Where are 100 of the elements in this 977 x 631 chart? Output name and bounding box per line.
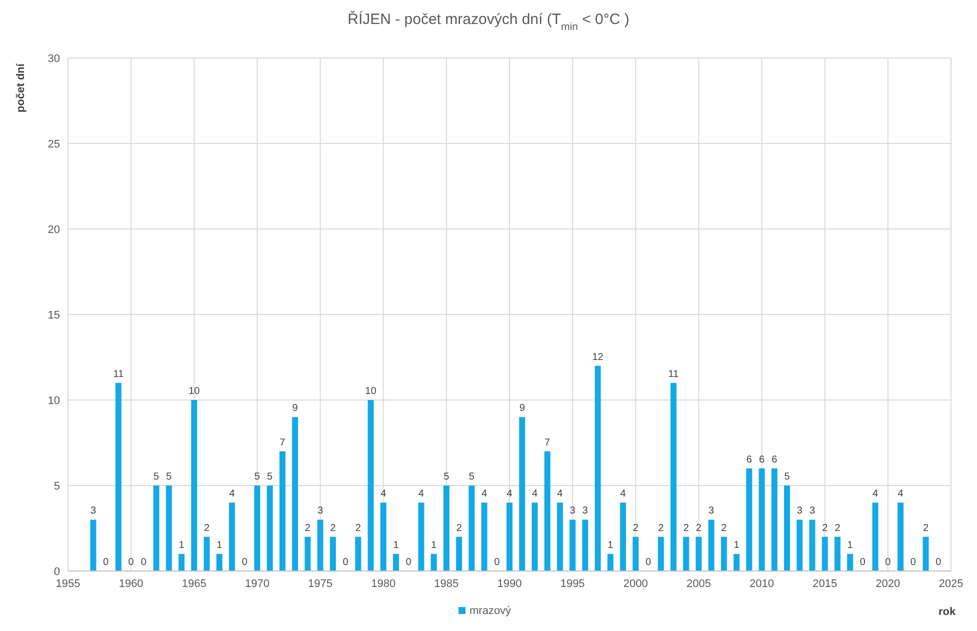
bar [153, 486, 160, 571]
data-label: 5 [444, 472, 450, 482]
data-label: 3 [318, 506, 324, 517]
bar [191, 400, 198, 571]
bar [796, 520, 803, 571]
bar [620, 502, 626, 571]
data-label: 11 [668, 368, 680, 380]
bar [178, 554, 185, 571]
x-tick-label: 2020 [876, 578, 900, 590]
data-label: 7 [280, 437, 286, 448]
bar [254, 486, 260, 571]
data-label: 2 [834, 522, 841, 534]
bar [822, 536, 828, 571]
bar [922, 536, 929, 571]
data-label: 3 [570, 506, 576, 517]
data-label: 5 [154, 472, 160, 482]
data-label: 0 [494, 557, 500, 568]
data-label: 1 [178, 540, 185, 551]
data-label: 0 [242, 557, 248, 568]
data-label: 3 [809, 506, 816, 517]
x-tick-label: 1980 [371, 578, 396, 590]
legend-label: mrazový [470, 605, 512, 617]
bar [708, 520, 714, 571]
y-tick-label: 25 [48, 138, 60, 150]
bar [570, 520, 576, 571]
data-label: 2 [330, 522, 336, 534]
data-label: 2 [922, 522, 929, 534]
x-tick-label: 2005 [686, 578, 711, 590]
x-tick-label: 1990 [497, 578, 522, 590]
bar [683, 536, 690, 571]
data-label: 5 [784, 472, 790, 482]
data-label: 3 [90, 506, 96, 517]
data-label: 4 [418, 488, 424, 500]
data-label: 1 [393, 540, 400, 551]
data-label: 11 [113, 368, 124, 380]
x-tick-label: 2015 [812, 578, 838, 590]
data-label: 7 [544, 437, 551, 448]
data-label: 2 [822, 522, 828, 534]
bar [355, 536, 362, 571]
bar [90, 520, 96, 571]
y-axis-title: počet dní [15, 62, 27, 112]
data-label: 9 [292, 403, 298, 414]
data-label: 4 [557, 488, 564, 500]
bar [746, 468, 752, 571]
data-label: 0 [103, 557, 110, 568]
bar [468, 486, 475, 571]
bar [380, 502, 386, 571]
bar [228, 502, 235, 571]
data-label: 5 [468, 472, 475, 482]
data-label: 0 [140, 557, 147, 568]
data-label: 0 [936, 557, 942, 568]
x-tick-label: 1975 [308, 578, 333, 590]
x-tick-label: 1995 [560, 578, 585, 590]
bar [544, 451, 550, 571]
data-label: 2 [696, 522, 702, 534]
data-label: 0 [885, 557, 892, 568]
data-label: 5 [166, 472, 172, 482]
y-tick-label: 30 [48, 53, 60, 65]
data-label: 3 [708, 506, 715, 517]
data-label: 1 [431, 540, 438, 551]
x-tick-label: 2025 [938, 578, 964, 590]
bar [481, 502, 488, 571]
data-label: 2 [304, 522, 311, 534]
y-tick-label: 0 [54, 566, 60, 578]
data-label: 3 [796, 506, 803, 517]
x-tick-label: 1985 [434, 578, 459, 590]
bar [279, 451, 286, 571]
data-label: 0 [128, 557, 134, 568]
bar [658, 536, 664, 571]
bar [607, 554, 614, 571]
bar [506, 502, 512, 571]
chart-title: ŘÍJEN - počet mrazových dní (T$_{min}$ < 0°C ) [348, 10, 630, 33]
data-label: 1 [847, 540, 854, 551]
data-label: 4 [481, 488, 488, 500]
data-label: 12 [592, 352, 604, 363]
data-label: 0 [645, 557, 652, 568]
y-tick-label: 5 [54, 480, 60, 492]
y-tick-label: 10 [48, 395, 60, 407]
data-label: 6 [746, 454, 752, 466]
data-label: 4 [380, 488, 387, 500]
bar [720, 536, 727, 571]
bar [115, 382, 122, 571]
bar [317, 520, 324, 571]
data-label: 0 [860, 557, 866, 568]
data-label: 2 [683, 522, 690, 534]
data-label: 6 [772, 454, 778, 466]
bar [304, 536, 311, 571]
data-label: 4 [620, 488, 626, 500]
bar [594, 366, 601, 571]
bar [292, 417, 298, 571]
data-label: 6 [759, 454, 766, 466]
bar [670, 382, 676, 571]
bar [456, 536, 462, 571]
bar [771, 468, 778, 571]
data-label: 10 [365, 386, 377, 397]
bar [758, 468, 765, 571]
bar [784, 486, 790, 571]
data-label: 2 [355, 522, 362, 534]
data-label: 4 [872, 488, 879, 500]
bar [898, 502, 904, 571]
